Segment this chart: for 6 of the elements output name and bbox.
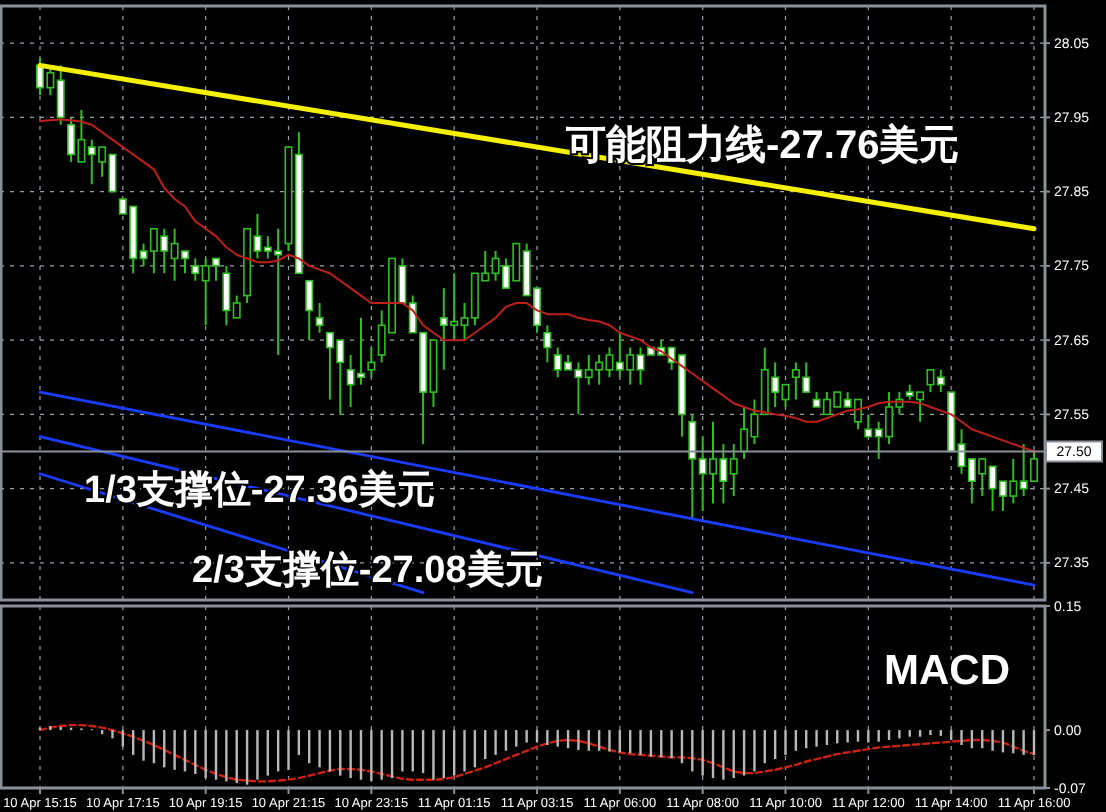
candlestick	[315, 302, 324, 334]
candlestick	[367, 346, 376, 379]
candlestick	[305, 279, 314, 342]
candlestick	[543, 324, 552, 364]
line-series	[38, 723, 1036, 783]
annotation: MACD	[884, 648, 1010, 694]
